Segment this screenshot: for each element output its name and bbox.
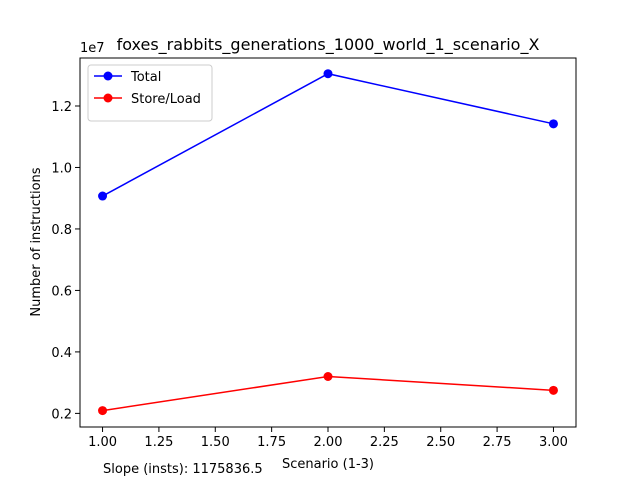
series-line-store-load: [102, 375, 554, 412]
y-tick-label: 0.4: [51, 346, 72, 361]
x-tick-label: 1.50: [201, 435, 230, 450]
x-tick-label: 2.00: [314, 435, 343, 450]
y-tick-label: 0.8: [51, 223, 72, 238]
legend-marker-total: [103, 71, 113, 81]
y-tick-label: 1.2: [51, 100, 72, 115]
slope-annotation: Slope (insts): 1175836.5: [103, 462, 263, 477]
x-tick-label: 2.75: [483, 435, 512, 450]
data-point-store-load: [548, 385, 558, 395]
x-tick-label: 1.25: [144, 435, 173, 450]
x-tick-label: 3.00: [539, 435, 568, 450]
legend-marker-store-load: [103, 93, 113, 103]
data-point-total: [98, 191, 108, 201]
legend: Total Store/Load: [87, 64, 213, 122]
chart-title: foxes_rabbits_generations_1000_world_1_s…: [117, 35, 540, 55]
legend-box: [87, 64, 213, 122]
y-tick-label: 0.2: [51, 407, 72, 422]
x-tick-label: 1.00: [88, 435, 117, 450]
y-tick-label: 0.6: [51, 284, 72, 299]
y-axis-title: Number of instructions: [29, 167, 44, 316]
x-axis-title: Scenario (1-3): [282, 457, 374, 472]
legend-label-store-load: Store/Load: [131, 92, 201, 107]
x-tick-label: 1.75: [257, 435, 286, 450]
x-tick-label: 2.50: [426, 435, 455, 450]
plot-frame: [79, 57, 577, 428]
y-axis-scale-label: 1e7: [80, 41, 105, 56]
data-point-total: [548, 119, 558, 129]
data-point-total: [323, 69, 333, 79]
x-tick-label: 2.25: [370, 435, 399, 450]
data-point-store-load: [323, 371, 333, 381]
legend-label-total: Total: [130, 70, 161, 85]
y-tick-label: 1.0: [51, 161, 72, 176]
data-point-store-load: [98, 406, 108, 416]
